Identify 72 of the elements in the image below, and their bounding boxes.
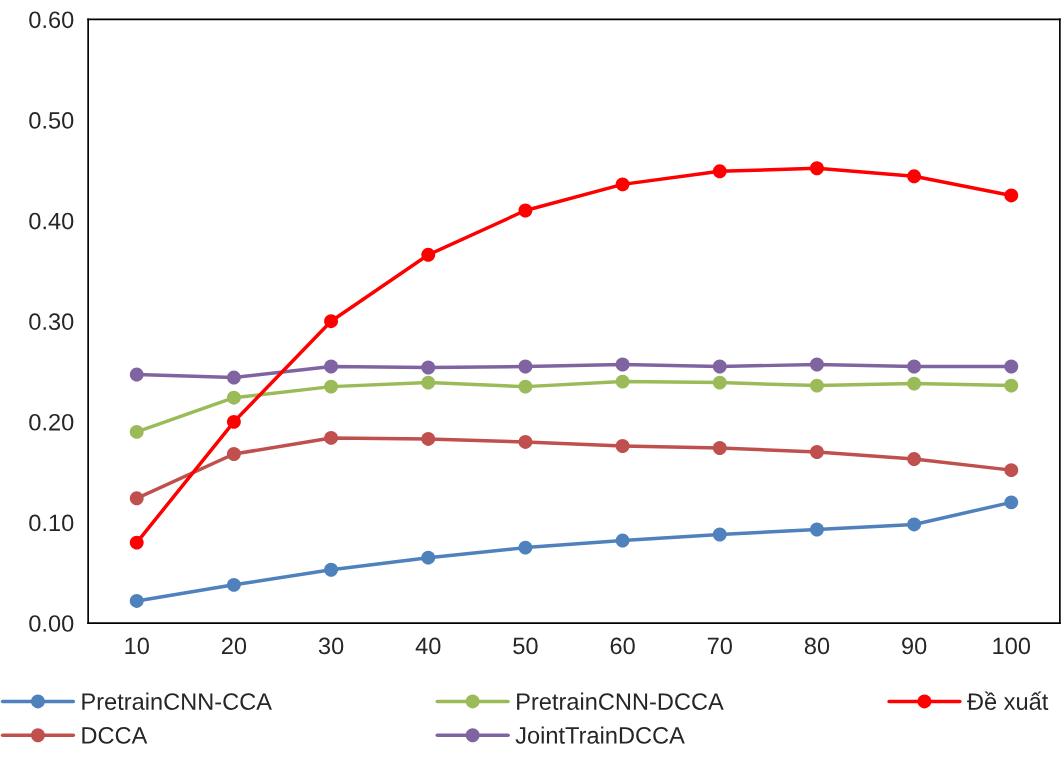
x-tick-label: 20 [221, 637, 247, 655]
point [129, 491, 144, 506]
point [129, 593, 144, 608]
y-tick-label: 0.60 [29, 11, 74, 29]
point [226, 414, 241, 429]
point [712, 164, 727, 179]
point [907, 359, 922, 374]
point [1004, 359, 1019, 374]
point [226, 390, 241, 405]
point [810, 161, 824, 176]
point [324, 430, 339, 445]
point [421, 247, 436, 262]
point [810, 522, 824, 537]
point [810, 357, 824, 372]
x-tick-label: 90 [902, 637, 927, 655]
point [518, 203, 533, 218]
point [615, 177, 630, 192]
point [712, 375, 727, 390]
point [615, 374, 630, 389]
x-tick-label: 40 [415, 637, 441, 655]
legend-label: PretrainCNN-DCCA [517, 692, 724, 710]
legend-label: JointTrainDCCA [515, 726, 685, 744]
x-tick-label: 30 [318, 637, 344, 655]
y-tick-label: 0.30 [29, 313, 74, 330]
point [518, 435, 533, 449]
point [712, 359, 727, 374]
point [324, 314, 339, 329]
y-tick-label: 0.20 [29, 413, 74, 431]
point [129, 535, 144, 550]
point [518, 379, 533, 394]
y-tick-label: 0.50 [29, 112, 74, 129]
point [226, 577, 241, 592]
x-tick-label: 70 [707, 637, 732, 655]
point [907, 517, 922, 532]
point [1004, 463, 1019, 478]
point [421, 360, 436, 375]
point [518, 359, 533, 374]
point [810, 445, 824, 459]
point [1004, 378, 1019, 393]
legend-label: DCCA [82, 727, 148, 744]
point [226, 370, 241, 385]
point [1004, 495, 1019, 510]
point [615, 357, 630, 372]
legend-label: PretrainCNN-CCA [82, 692, 272, 710]
point [129, 424, 144, 439]
legend-label: Đề xuất [967, 691, 1049, 710]
point [324, 379, 339, 394]
point [421, 431, 436, 446]
point [518, 540, 533, 555]
point [421, 550, 436, 565]
x-tick-label: 80 [804, 637, 830, 655]
y-tick-label: 0.10 [29, 514, 74, 532]
point [615, 439, 630, 453]
point [129, 367, 144, 382]
point [712, 441, 727, 455]
x-tick-label: 100 [993, 637, 1031, 655]
x-tick-label: 50 [513, 637, 538, 655]
x-tick-label: 10 [125, 637, 149, 655]
point [226, 447, 241, 461]
point [907, 169, 922, 184]
x-tick-label: 60 [610, 637, 635, 655]
point [712, 527, 727, 542]
point [907, 452, 922, 466]
point [810, 378, 824, 393]
point [324, 562, 339, 577]
point [615, 533, 630, 548]
y-tick-label: 0.40 [29, 212, 74, 230]
y-tick-label: 0.00 [29, 615, 74, 632]
point [421, 375, 436, 390]
point [324, 359, 339, 374]
point [907, 376, 922, 391]
point [1004, 188, 1019, 203]
